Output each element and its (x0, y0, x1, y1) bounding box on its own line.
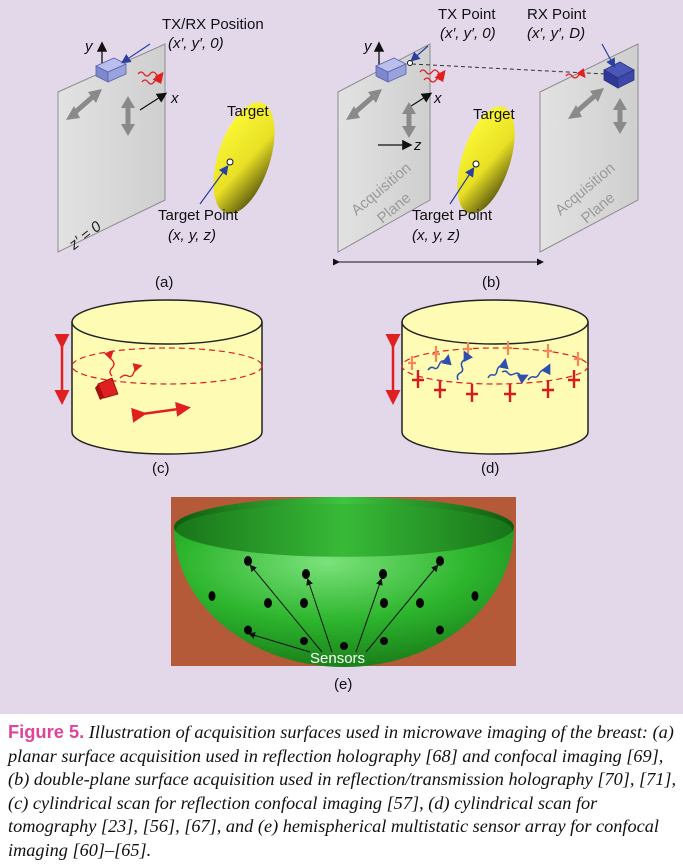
panel-e-diagram (171, 497, 516, 667)
x-axis-arrow (139, 92, 168, 111)
axis-x-label-b: x (434, 90, 442, 107)
tx-point-marker (407, 60, 413, 66)
emitted-wave-b2 (423, 72, 444, 83)
txrx-antenna (95, 57, 127, 83)
axis-y-label-a: y (85, 38, 93, 55)
tx-point-coords: (x′, y′, 0) (440, 25, 496, 42)
figure-caption-text: Illustration of acquisition surfaces use… (8, 722, 677, 860)
sensors-label: Sensors (310, 650, 366, 667)
panel-d-label: (d) (481, 460, 500, 477)
horizontal-scan-arrow-c (131, 401, 191, 423)
panel-b-diagram (333, 41, 639, 266)
axis-x-label-a: x (171, 90, 179, 107)
scan-ring-c (71, 347, 263, 385)
txrx-position-coords: (x′, y′, 0) (168, 35, 224, 52)
rx-point-title: RX Point (527, 6, 587, 23)
target-point-title-b: Target Point (412, 207, 493, 224)
scattered-waves-d (427, 350, 551, 385)
scan-arrow-vertical-right (613, 98, 627, 134)
axis-y-label-b: y (364, 38, 372, 55)
tx-pointer (410, 45, 429, 62)
cylinder-top-d (401, 299, 589, 345)
target-point-coords-b: (x, y, z) (412, 227, 461, 244)
target-point-title-a: Target Point (158, 207, 239, 224)
scan-arrow-diagonal-a (66, 89, 102, 120)
hemisphere-rim (174, 497, 514, 557)
rx-pointer (601, 43, 616, 69)
panel-a-label: (a) (155, 274, 174, 291)
target-point-marker-a (226, 158, 234, 166)
axis-z-label-b: z (414, 137, 422, 154)
reflected-wave-c (119, 363, 143, 379)
scan-arrow-vertical-b (402, 102, 416, 138)
target-point-coords-a: (x, y, z) (168, 227, 217, 244)
emitted-wave-c (104, 350, 115, 377)
sensor-dots (208, 556, 479, 650)
cylinder-body-c (71, 321, 263, 455)
scan-ring-d (401, 347, 589, 385)
target-point-pointer-a (199, 165, 229, 205)
acquisition-plane-right (539, 43, 639, 253)
panel-c-diagram (54, 299, 263, 455)
rx-point-coords: (x′, y′, D) (527, 25, 586, 42)
txrx-pointer (121, 43, 151, 64)
target-ellipse-b (457, 106, 515, 214)
tx-point-title: TX Point (438, 6, 496, 23)
tx-antenna (375, 57, 407, 83)
target-point-pointer-b (449, 166, 475, 205)
figure-caption-heading: Figure 5. (8, 721, 85, 742)
antenna-array-front (412, 370, 580, 402)
target-point-marker-b (472, 160, 480, 168)
acquisition-plane-left (337, 43, 431, 253)
x-axis-arrow-b (407, 92, 433, 109)
panel-d-diagram (385, 299, 589, 455)
target-ellipse-a (213, 102, 275, 214)
scan-arrow-vertical-a (121, 96, 135, 136)
received-wave-b (565, 68, 586, 79)
target-label-b: Target (473, 106, 515, 123)
hemisphere-bowl (174, 527, 514, 667)
panel-b-label: (b) (482, 274, 501, 291)
figure-artwork (54, 41, 639, 667)
scan-arrow-diagonal-b (346, 89, 382, 120)
panel-c-label: (c) (152, 460, 170, 477)
tx-rx-dashed-line (411, 63, 607, 75)
txrx-position-title: TX/RX Position (162, 16, 264, 33)
panel-a-diagram (57, 41, 275, 253)
cylinder-top-c (71, 299, 263, 345)
figure-caption: Figure 5. Illustration of acquisition su… (8, 720, 680, 863)
target-label-a: Target (227, 103, 269, 120)
sensor-pointers (248, 564, 439, 653)
panel-e-label: (e) (334, 676, 353, 693)
scan-arrow-diagonal-right (568, 88, 604, 119)
emitted-wave-a2 (141, 74, 162, 85)
